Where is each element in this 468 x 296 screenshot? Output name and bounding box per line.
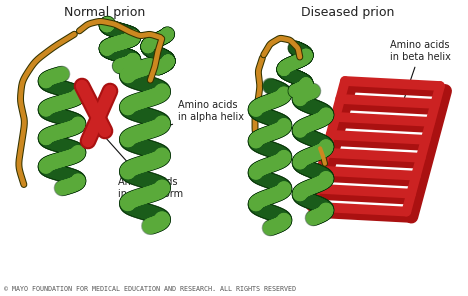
Text: Normal prion: Normal prion: [65, 6, 146, 19]
Text: Diseased prion: Diseased prion: [301, 6, 395, 19]
Text: Amino acids
in alpha helix: Amino acids in alpha helix: [157, 100, 244, 130]
Text: Amino acids
in beta helix: Amino acids in beta helix: [390, 40, 451, 107]
Text: © MAYO FOUNDATION FOR MEDICAL EDUCATION AND RESEARCH. ALL RIGHTS RESERVED: © MAYO FOUNDATION FOR MEDICAL EDUCATION …: [4, 286, 296, 292]
Text: Amino acids
in sheet form: Amino acids in sheet form: [100, 131, 183, 199]
